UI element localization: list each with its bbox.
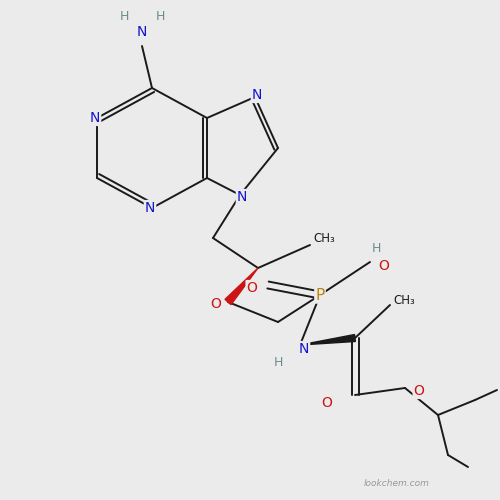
Polygon shape: [300, 334, 356, 345]
Text: N: N: [237, 190, 247, 204]
Text: H: H: [156, 10, 164, 22]
Text: N: N: [299, 342, 309, 356]
Text: O: O: [414, 384, 424, 398]
Text: N: N: [137, 25, 147, 39]
Text: H: H: [274, 356, 282, 370]
Text: N: N: [252, 88, 262, 102]
Text: O: O: [210, 297, 222, 311]
Text: O: O: [322, 396, 332, 410]
Text: O: O: [246, 281, 258, 295]
Text: N: N: [145, 201, 155, 215]
Polygon shape: [225, 268, 258, 304]
Text: CH₃: CH₃: [393, 294, 415, 306]
Text: H: H: [120, 10, 128, 22]
Text: CH₃: CH₃: [313, 232, 335, 245]
Text: O: O: [378, 259, 390, 273]
Text: N: N: [90, 111, 100, 125]
Text: P: P: [316, 288, 324, 302]
Text: H: H: [372, 242, 380, 254]
Text: lookchem.com: lookchem.com: [364, 479, 430, 488]
